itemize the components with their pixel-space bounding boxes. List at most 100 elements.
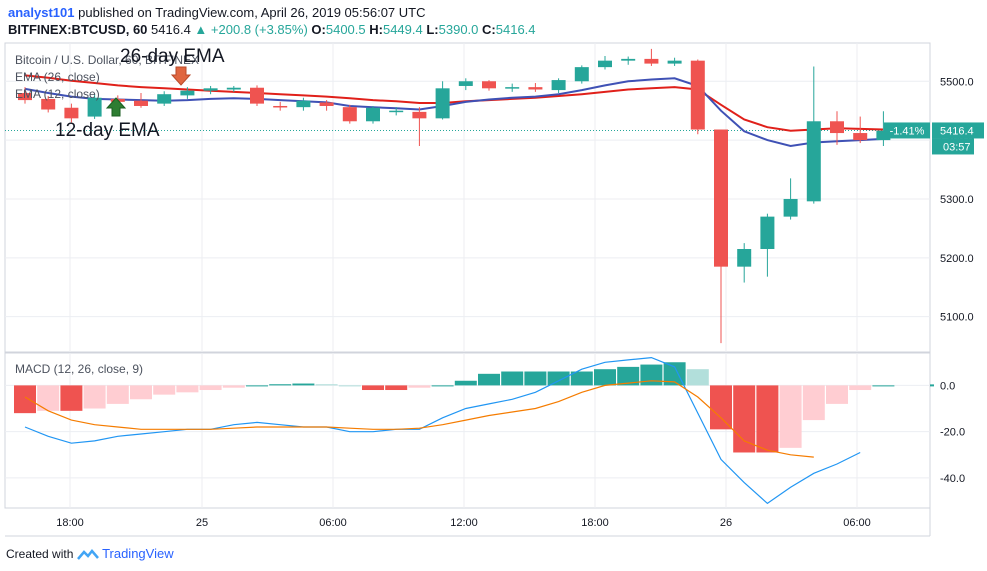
candle-body (180, 90, 195, 96)
macd-histogram-bar (153, 385, 176, 395)
macd-histogram-bar (176, 385, 199, 393)
author-link[interactable]: analyst101 (8, 5, 75, 20)
y-tick-label: 5200.0 (940, 253, 974, 265)
y-tick-label: 5300.0 (940, 194, 974, 206)
macd-histogram-bar (501, 371, 524, 386)
candle-body (41, 98, 56, 110)
candle-body (853, 133, 868, 141)
x-tick-label: 06:00 (319, 517, 347, 529)
macd-histogram-bar (779, 385, 802, 448)
ema26-line (24, 74, 884, 132)
x-tick-label: 26 (720, 517, 732, 529)
down-arrow-icon (170, 66, 192, 86)
macd-histogram-bar (733, 385, 756, 453)
macd-histogram-bar (37, 385, 60, 411)
candle-body (342, 107, 357, 122)
candle-body (458, 81, 473, 86)
candle-body (157, 94, 172, 104)
macd-y-tick-label: -40.0 (940, 473, 965, 485)
last-price-badge (932, 122, 984, 139)
macd-histogram-bar (83, 385, 106, 409)
countdown-badge (932, 138, 974, 155)
candle-body (667, 60, 682, 64)
countdown-label: 03:57 (943, 141, 971, 153)
macd-histogram-bar (431, 385, 454, 387)
footer: Created with TradingView (6, 546, 174, 562)
candle-body (226, 87, 241, 90)
x-tick-label: 12:00 (450, 517, 478, 529)
candle-body (435, 88, 450, 119)
macd-histogram-bar (570, 371, 593, 386)
close-label: C: (482, 22, 496, 37)
candle-body (876, 130, 891, 141)
macd-y-tick-label: -20.0 (940, 427, 965, 439)
macd-histogram-bar (686, 369, 709, 386)
macd-histogram-bar (524, 371, 547, 386)
macd-histogram-bar (269, 384, 292, 386)
x-tick-label: 06:00 (843, 517, 871, 529)
last-price-label: 5416.4 (940, 125, 974, 137)
macd-histogram-bar (663, 362, 686, 386)
candle-body (482, 81, 496, 89)
candle-body (806, 121, 821, 202)
candle-body (574, 67, 589, 82)
candle-body (134, 100, 148, 106)
candle-body (505, 87, 520, 89)
macd-histogram-bar (756, 385, 779, 453)
tradingview-brand[interactable]: TradingView (102, 546, 174, 561)
y-tick-label: 5500.0 (940, 76, 974, 88)
macd-histogram-bar (106, 385, 129, 404)
macd-histogram-bar (222, 385, 245, 388)
published-text: published on TradingView.com, April 26, … (78, 5, 426, 20)
up-triangle-icon: ▲ (194, 22, 208, 37)
candle-body (389, 110, 404, 113)
ema12-legend: EMA (12, close) (15, 87, 100, 101)
signal-line (24, 380, 814, 458)
macd-y-tick-label: 0.0 (940, 380, 955, 392)
candle-body (87, 97, 102, 117)
macd-histogram-bar (640, 364, 663, 386)
x-tick-label: 18:00 (56, 517, 84, 529)
low-value: 5390.0 (438, 22, 479, 37)
macd-histogram-bar (385, 385, 408, 391)
close-value: 5416.4 (495, 22, 536, 37)
macd-histogram-bar (872, 385, 895, 387)
candle-body (412, 111, 427, 119)
macd-histogram-bar (826, 385, 848, 404)
macd-histogram-bar (802, 385, 825, 421)
candle-body (783, 198, 798, 217)
candle-body (551, 80, 566, 91)
annotation-12day-ema: 12-day EMA (55, 120, 160, 141)
high-label: H: (369, 22, 383, 37)
annotation-26day-ema: 26-day EMA (120, 46, 225, 67)
candle-body (737, 249, 752, 267)
macd-histogram-bar (408, 385, 431, 388)
symbol-line: BITFINEX:BTCUSD, 60 5416.4 ▲ +200.8 (+3.… (8, 22, 536, 37)
candle-body (690, 60, 705, 130)
candle-body (18, 93, 32, 101)
macd-histogram-bar (292, 383, 315, 386)
macd-histogram-bar (130, 385, 152, 400)
macd-histogram-bar (849, 385, 872, 391)
macd-histogram-bar (362, 385, 384, 391)
high-value: 5449.4 (382, 22, 423, 37)
last-price: 5416.4 (151, 22, 191, 37)
candle-body (203, 88, 218, 91)
candle-body (830, 121, 844, 134)
candle-body (273, 105, 288, 108)
change-pct-badge (884, 122, 930, 139)
candle-body (64, 107, 79, 119)
low-label: L: (426, 22, 439, 37)
change-pct-label: -1.41% (890, 125, 925, 137)
macd-histogram-bar (60, 385, 83, 411)
ema26-legend: EMA (26, close) (15, 70, 100, 84)
candle-body (250, 87, 264, 104)
candle-body (366, 107, 380, 122)
candle-body (621, 58, 636, 61)
candle-body (760, 216, 775, 249)
x-tick-label: 18:00 (581, 517, 609, 529)
macd-histogram-bar (338, 385, 361, 387)
up-arrow-icon (105, 97, 127, 117)
macd-line (24, 356, 861, 505)
